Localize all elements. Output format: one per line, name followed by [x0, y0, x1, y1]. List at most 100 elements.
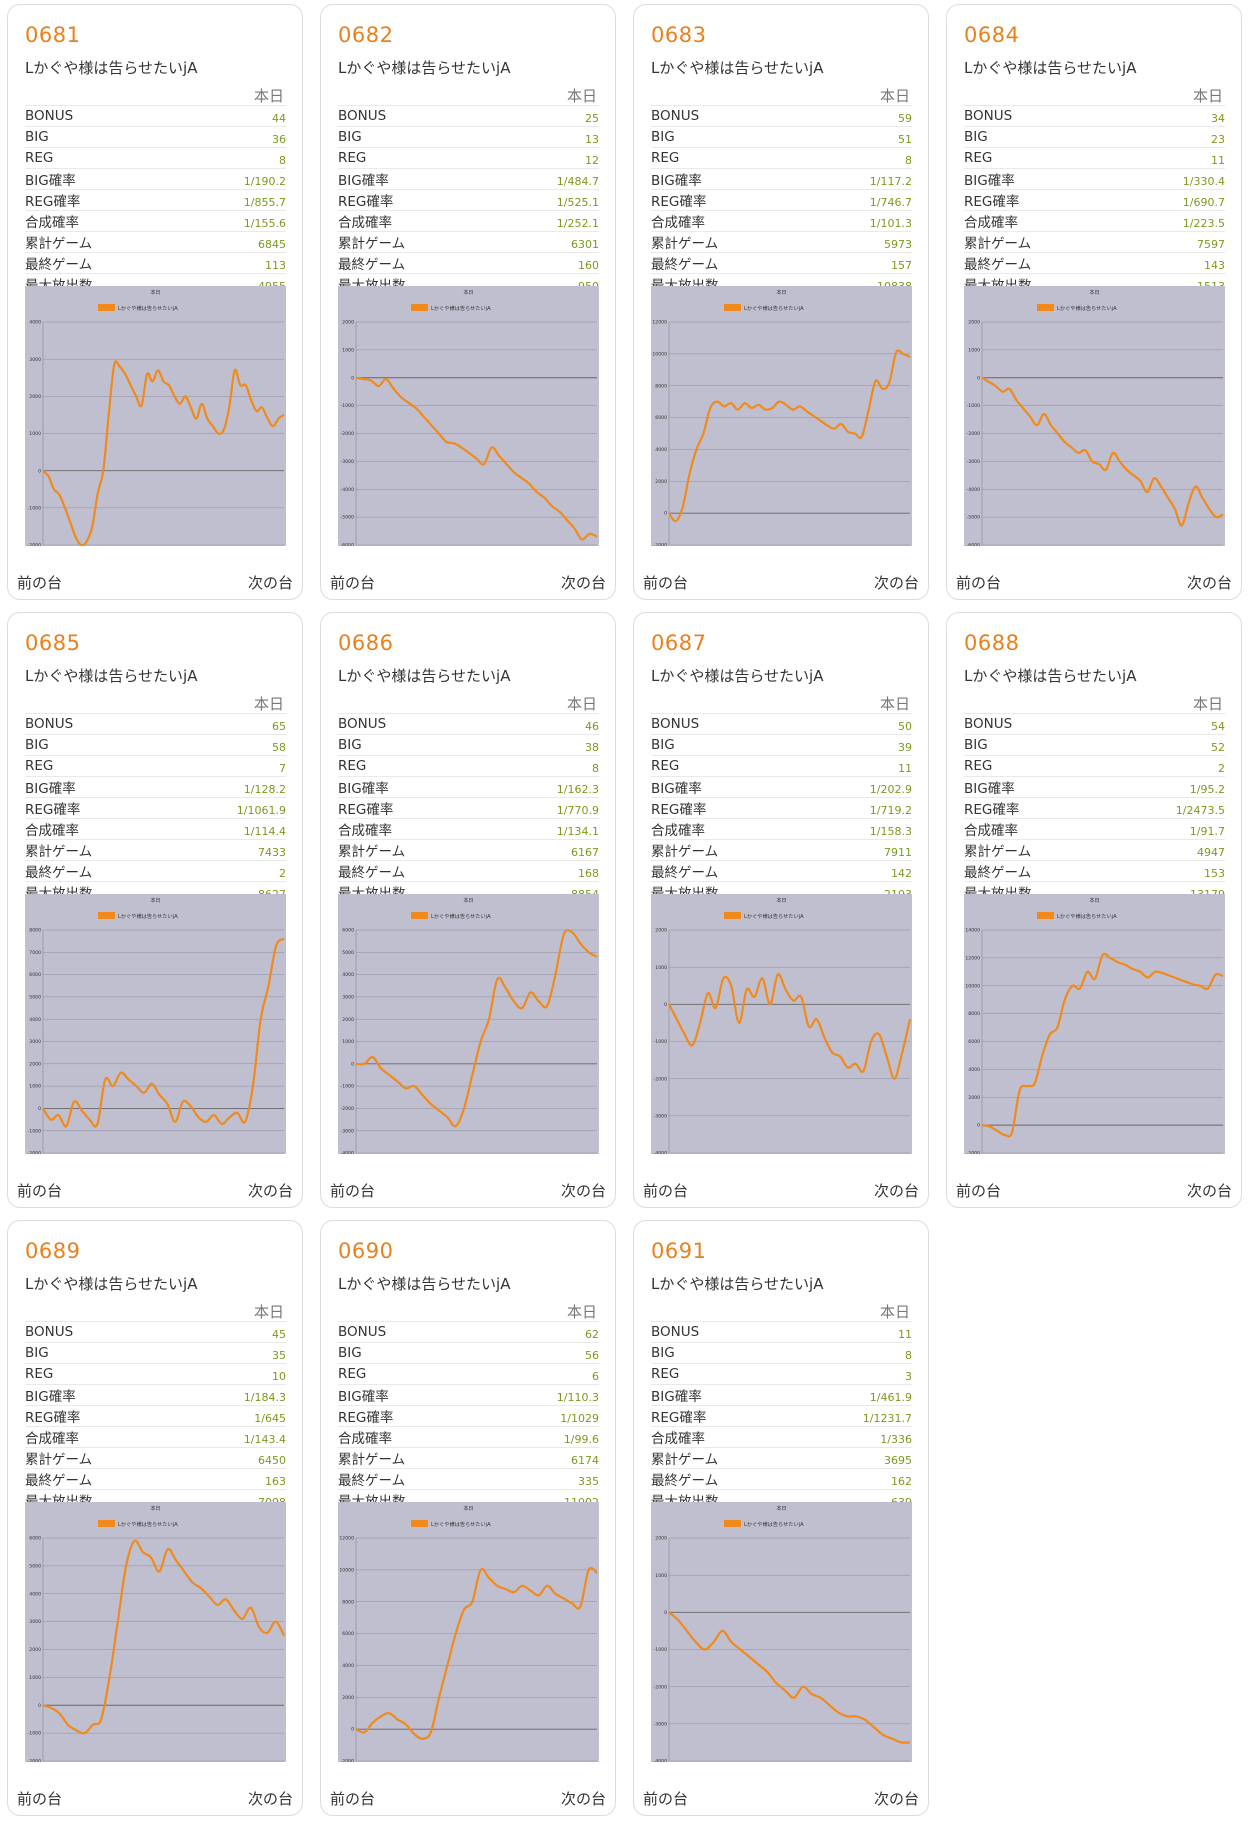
- y-tick-label: 2000: [342, 1695, 354, 1701]
- y-tick-label: 5000: [29, 1563, 41, 1569]
- prev-machine-link[interactable]: 前の台: [17, 574, 63, 592]
- chart-title: 本日: [776, 289, 786, 296]
- stat-label: 最終ゲーム: [338, 860, 499, 882]
- stat-value: 39: [811, 734, 912, 756]
- y-tick-label: 10000: [339, 1567, 354, 1573]
- prev-machine-link[interactable]: 前の台: [643, 1790, 689, 1808]
- slump-chart: 本日 Lかぐや様は告らせたいjA -2000 -1000 0 1000 2000 3000 40…: [25, 286, 286, 546]
- stat-row: 累計ゲーム 6845: [25, 231, 286, 253]
- y-tick-label: 8000: [29, 928, 41, 934]
- y-tick-label: 0: [351, 1727, 354, 1733]
- stat-label: 最終ゲーム: [25, 252, 186, 274]
- next-machine-link[interactable]: 次の台: [873, 574, 919, 592]
- legend-swatch: [98, 912, 115, 919]
- machine-number[interactable]: 0687: [651, 631, 707, 655]
- stat-label: 合成確率: [651, 818, 812, 840]
- stat-row: BONUS 34: [964, 105, 1225, 127]
- machine-number[interactable]: 0686: [338, 631, 394, 655]
- next-machine-link[interactable]: 次の台: [247, 1182, 293, 1200]
- machine-name: Lかぐや様は告らせたいjA: [964, 667, 1137, 685]
- next-machine-link[interactable]: 次の台: [560, 1790, 606, 1808]
- stat-label: REG確率: [964, 189, 1125, 211]
- stat-label: 最終ゲーム: [338, 252, 499, 274]
- stat-value: 23: [1124, 126, 1225, 148]
- stat-row: REG 7: [25, 755, 286, 777]
- next-machine-link[interactable]: 次の台: [247, 1790, 293, 1808]
- stat-label: BONUS: [964, 105, 1125, 127]
- stat-row: 合成確率 1/252.1: [338, 210, 599, 232]
- stat-label: 累計ゲーム: [651, 231, 812, 253]
- stat-value: 1/99.6: [498, 1426, 599, 1448]
- y-tick-label: 3000: [29, 1619, 41, 1625]
- machine-card: 0683 Lかぐや様は告らせたいjA 本日 BONUS 59 BIG 51 REG 8 BI…: [633, 4, 929, 600]
- next-machine-link[interactable]: 次の台: [1186, 1182, 1232, 1200]
- machine-number[interactable]: 0690: [338, 1239, 394, 1263]
- next-machine-link[interactable]: 次の台: [873, 1790, 919, 1808]
- stat-row: BIG 13: [338, 126, 599, 148]
- prev-machine-link[interactable]: 前の台: [956, 574, 1002, 592]
- stat-row: REG 6: [338, 1363, 599, 1385]
- legend-label: Lかぐや様は告らせたいjA: [744, 1520, 804, 1528]
- y-tick-label: -3000: [341, 459, 354, 465]
- machine-number[interactable]: 0684: [964, 23, 1020, 47]
- chart-title: 本日: [150, 1505, 160, 1512]
- prev-machine-link[interactable]: 前の台: [956, 1182, 1002, 1200]
- stat-row: 累計ゲーム 7597: [964, 231, 1225, 253]
- stat-row: REG 10: [25, 1363, 286, 1385]
- prev-machine-link[interactable]: 前の台: [643, 574, 689, 592]
- date-header: 本日: [566, 1303, 597, 1321]
- prev-machine-link[interactable]: 前の台: [330, 1790, 376, 1808]
- machine-number[interactable]: 0685: [25, 631, 81, 655]
- stat-row: BONUS 59: [651, 105, 912, 127]
- y-tick-label: -2000: [28, 1759, 41, 1762]
- series-line: [668, 973, 912, 1080]
- plot-background: [338, 1502, 599, 1762]
- stat-value: 36: [185, 126, 286, 148]
- stat-row: 累計ゲーム 6167: [338, 839, 599, 861]
- machine-card: 0689 Lかぐや様は告らせたいjA 本日 BONUS 45 BIG 35 REG 10 B…: [7, 1220, 303, 1816]
- machine-number[interactable]: 0681: [25, 23, 81, 47]
- stat-value: 5973: [811, 231, 912, 253]
- machine-card: 0690 Lかぐや様は告らせたいjA 本日 BONUS 62 BIG 56 REG 6 BI…: [320, 1220, 616, 1816]
- stat-row: BONUS 11: [651, 1321, 912, 1343]
- next-machine-link[interactable]: 次の台: [560, 574, 606, 592]
- machine-number[interactable]: 0691: [651, 1239, 707, 1263]
- next-machine-link[interactable]: 次の台: [560, 1182, 606, 1200]
- date-header: 本日: [1192, 695, 1223, 713]
- prev-machine-link[interactable]: 前の台: [330, 1182, 376, 1200]
- legend-label: Lかぐや様は告らせたいjA: [1057, 912, 1117, 920]
- machine-number[interactable]: 0689: [25, 1239, 81, 1263]
- y-tick-label: -2000: [341, 1106, 354, 1112]
- legend-label: Lかぐや様は告らせたいjA: [118, 304, 178, 312]
- prev-machine-link[interactable]: 前の台: [17, 1182, 63, 1200]
- machine-name: Lかぐや様は告らせたいjA: [338, 1275, 511, 1293]
- y-tick-label: -2000: [341, 1759, 354, 1762]
- machine-name: Lかぐや様は告らせたいjA: [25, 59, 198, 77]
- stat-label: REG確率: [25, 189, 186, 211]
- stat-row: BIG 36: [25, 126, 286, 148]
- machine-number[interactable]: 0683: [651, 23, 707, 47]
- y-tick-label: 6000: [342, 1631, 354, 1637]
- y-tick-label: -6000: [341, 543, 354, 546]
- stat-label: REG確率: [338, 189, 499, 211]
- next-machine-link[interactable]: 次の台: [247, 574, 293, 592]
- prev-machine-link[interactable]: 前の台: [643, 1182, 689, 1200]
- next-machine-link[interactable]: 次の台: [1186, 574, 1232, 592]
- machine-number[interactable]: 0682: [338, 23, 394, 47]
- stat-row: 最終ゲーム 160: [338, 252, 599, 274]
- prev-machine-link[interactable]: 前の台: [330, 574, 376, 592]
- date-header: 本日: [253, 87, 284, 105]
- y-tick-label: 4000: [342, 1663, 354, 1669]
- stat-label: 合成確率: [964, 210, 1125, 232]
- y-tick-label: 10000: [965, 983, 980, 989]
- stat-label: 最終ゲーム: [964, 252, 1125, 274]
- machine-number[interactable]: 0688: [964, 631, 1020, 655]
- prev-machine-link[interactable]: 前の台: [17, 1790, 63, 1808]
- series-line: [42, 1539, 285, 1735]
- stat-row: BIG確率 1/461.9: [651, 1384, 912, 1406]
- next-machine-link[interactable]: 次の台: [873, 1182, 919, 1200]
- y-tick-label: -1000: [28, 1128, 41, 1134]
- stat-label: BONUS: [338, 1321, 499, 1343]
- y-tick-label: 2000: [342, 320, 354, 326]
- stat-row: BIG確率 1/110.3: [338, 1384, 599, 1406]
